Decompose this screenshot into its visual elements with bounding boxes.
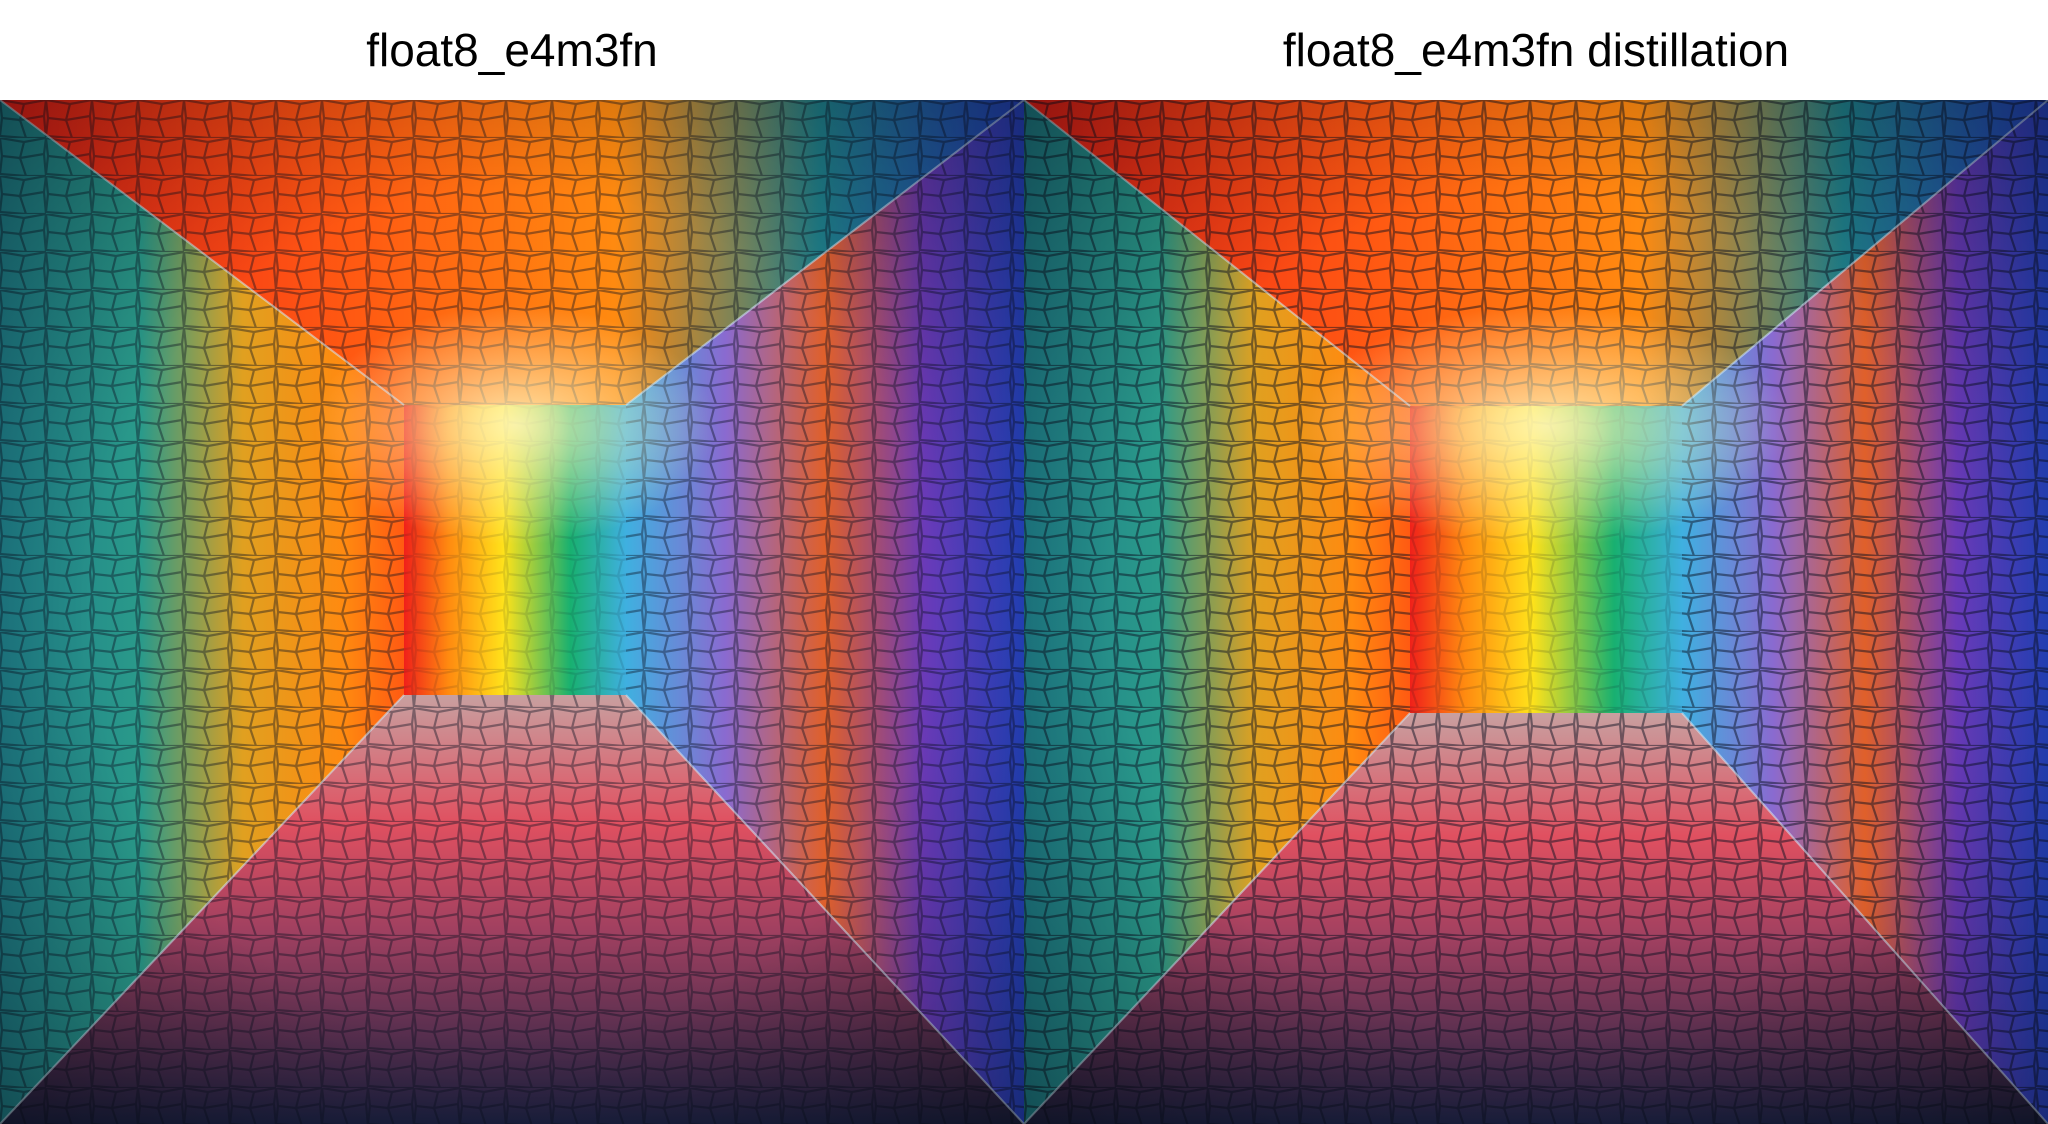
rainbow-corridor-image-right [1024, 100, 2048, 1124]
image-panel-right [1024, 100, 2048, 1124]
image-panel-left [0, 100, 1024, 1124]
panel-title-right: float8_e4m3fn distillation [1282, 24, 1790, 76]
title-bar: float8_e4m3fn float8_e4m3fn distillation [0, 0, 2048, 100]
rainbow-corridor-image-left [0, 100, 1024, 1124]
panel-title-left: float8_e4m3fn [366, 24, 658, 76]
